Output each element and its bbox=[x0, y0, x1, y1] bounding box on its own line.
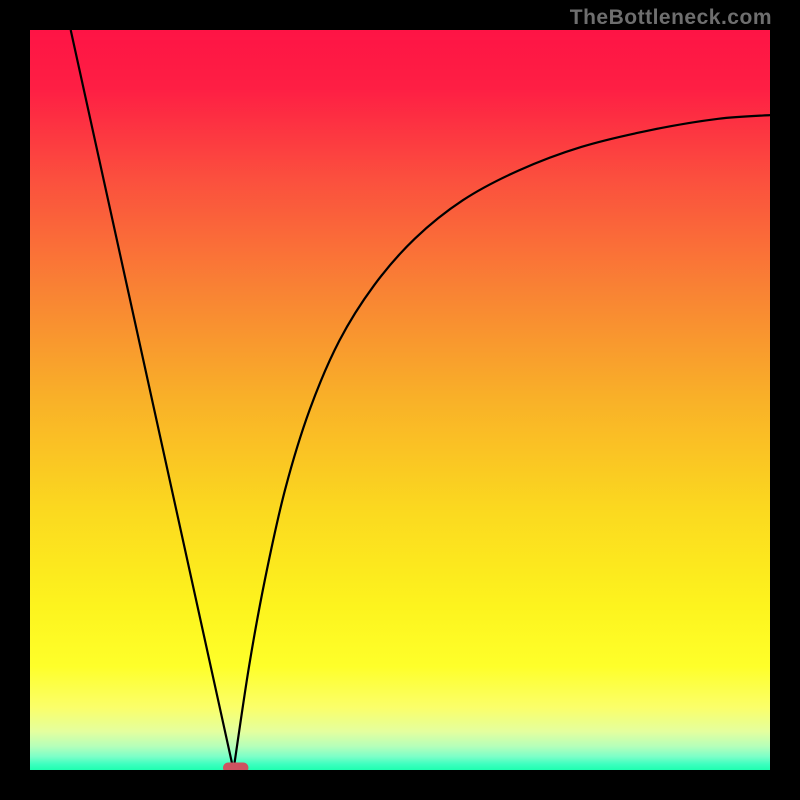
watermark-text: TheBottleneck.com bbox=[570, 6, 772, 30]
plot-svg bbox=[30, 30, 770, 770]
plot-area bbox=[30, 30, 770, 770]
minimum-marker bbox=[224, 763, 248, 770]
chart-frame: TheBottleneck.com bbox=[0, 0, 800, 800]
gradient-background bbox=[30, 30, 770, 770]
